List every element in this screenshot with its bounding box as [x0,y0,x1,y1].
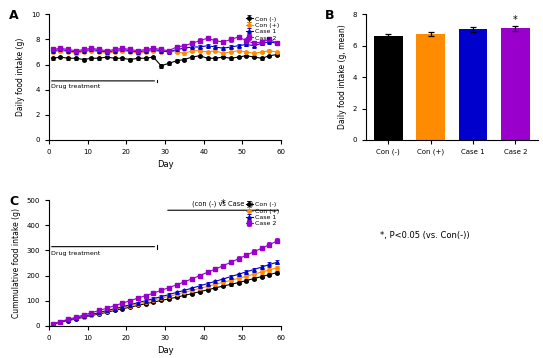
Bar [501,28,530,140]
Bar [458,29,488,140]
Text: *, P<0.05 (vs. Con(-)): *, P<0.05 (vs. Con(-)) [380,231,469,240]
Text: Drug treatment: Drug treatment [51,84,100,89]
Y-axis label: Cummulative food intake (g): Cummulative food intake (g) [12,208,21,318]
Legend: Con (-), Con (+), Case 1, Case 2: Con (-), Con (+), Case 1, Case 2 [245,202,279,226]
Legend: Con (-), Con (+), Case 1, Case 2: Con (-), Con (+), Case 1, Case 2 [245,16,279,40]
Text: (con (-) vs Case 2): (con (-) vs Case 2) [192,200,254,207]
Text: B: B [325,9,334,22]
Bar [416,34,445,140]
Y-axis label: Daily food intake (g, mean): Daily food intake (g, mean) [338,25,347,130]
Y-axis label: Daily food intake (g): Daily food intake (g) [16,38,26,116]
X-axis label: Day: Day [157,160,173,169]
Text: A: A [9,9,19,22]
Bar [374,35,402,140]
X-axis label: Day: Day [157,346,173,355]
Text: *: * [513,15,517,25]
Text: *: * [220,199,225,209]
Text: C: C [9,195,18,208]
Text: Drug treatment: Drug treatment [51,251,100,256]
